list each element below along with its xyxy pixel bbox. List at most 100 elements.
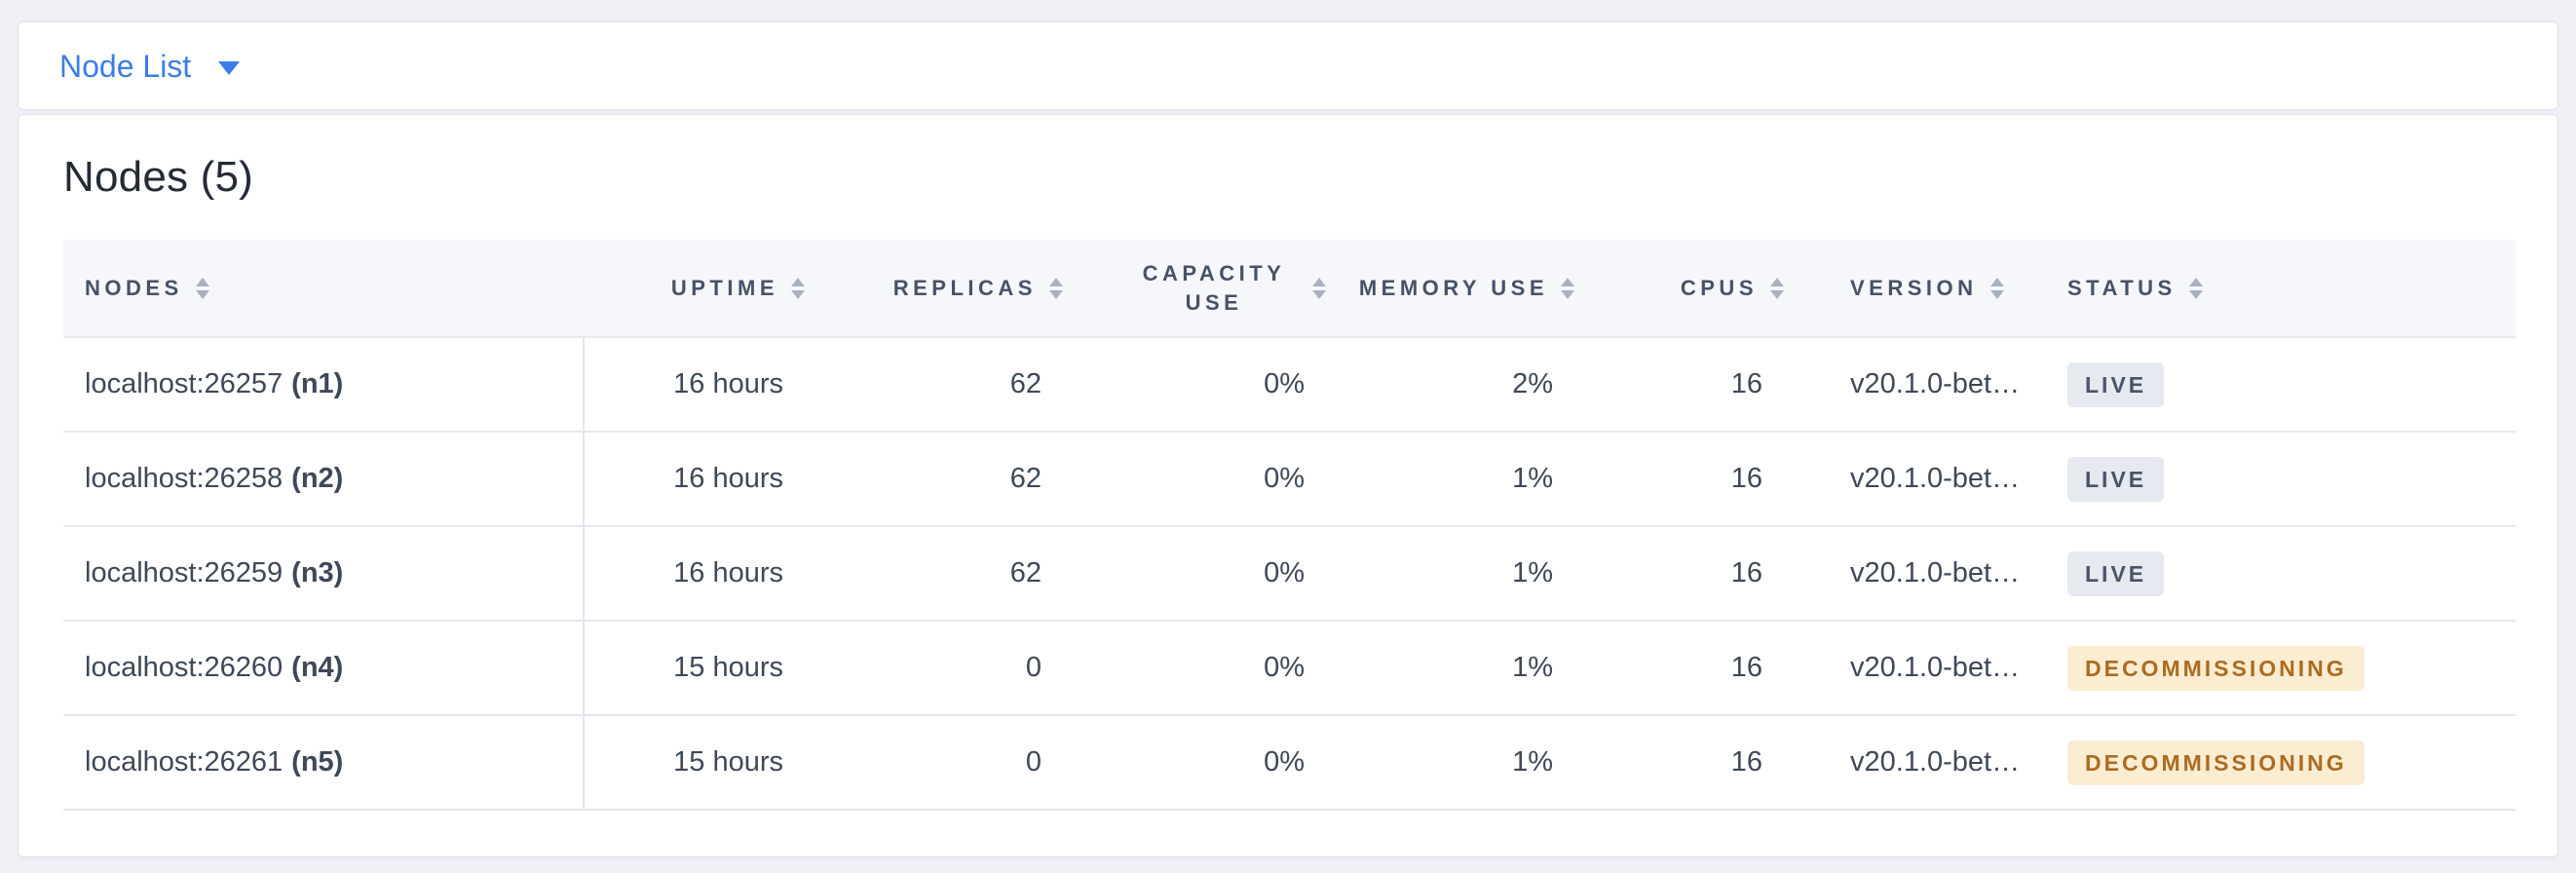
uptime-cell: 15 hours xyxy=(584,715,834,811)
column-header-replicas[interactable]: REPLICAS xyxy=(834,240,1092,338)
node-id: (n1) xyxy=(291,368,344,399)
replicas-cell: 62 xyxy=(834,337,1092,433)
sort-arrows-icon xyxy=(2188,277,2203,299)
sort-down-icon xyxy=(791,289,805,299)
column-header-label: NODES xyxy=(85,275,183,300)
node-address: localhost:26261 xyxy=(85,746,284,778)
capacity-use-cell: 0% xyxy=(1092,432,1355,527)
replicas-cell: 62 xyxy=(834,526,1092,622)
node-id: (n2) xyxy=(291,463,344,494)
node-cell: localhost:26261 (n5) xyxy=(63,715,585,811)
table-body: localhost:26257 (n1) 16 hours 62 0% 2% 16 v20.1… xyxy=(63,337,2516,811)
sort-up-icon xyxy=(1770,277,1784,286)
column-header-uptime[interactable]: UPTIME xyxy=(584,240,834,338)
uptime-cell: 15 hours xyxy=(584,621,834,716)
node-address: localhost:26260 xyxy=(85,652,284,683)
column-header-status[interactable]: STATUS xyxy=(2052,240,2516,338)
sort-arrows-icon xyxy=(1770,277,1784,299)
replicas-cell: 62 xyxy=(834,432,1092,527)
status-badge: LIVE xyxy=(2067,456,2165,502)
version-cell: v20.1.0-bet… xyxy=(1813,621,2052,716)
status-badge: DECOMMISSIONING xyxy=(2067,645,2365,691)
column-header-cpus[interactable]: CPUS xyxy=(1604,240,1813,338)
status-badge: DECOMMISSIONING xyxy=(2067,740,2365,785)
sort-down-icon xyxy=(1049,289,1063,299)
replicas-cell: 0 xyxy=(834,621,1092,716)
sort-down-icon xyxy=(1312,289,1326,299)
page-title: Nodes (5) xyxy=(63,153,253,201)
status-badge: LIVE xyxy=(2067,361,2165,407)
column-header-nodes[interactable]: NODES xyxy=(63,240,584,338)
cpus-cell: 16 xyxy=(1604,715,1813,811)
cpus-cell: 16 xyxy=(1604,526,1813,622)
column-header-label: REPLICAS xyxy=(892,275,1037,300)
memory-use-cell: 1% xyxy=(1355,526,1604,622)
column-header-label: STATUS xyxy=(2067,275,2177,300)
cpus-cell: 16 xyxy=(1604,337,1813,433)
column-header-label: MEMORY USE xyxy=(1358,275,1548,300)
uptime-cell: 16 hours xyxy=(584,432,834,527)
version-cell: v20.1.0-bet… xyxy=(1813,526,2052,622)
table-row: localhost:26258 (n2) 16 hours 62 0% 1% 16 v20.1… xyxy=(63,432,2516,527)
table-row: localhost:26259 (n3) 16 hours 62 0% 1% 16 v20.1… xyxy=(63,526,2516,622)
version-cell: v20.1.0-bet… xyxy=(1813,715,2052,811)
column-header-capacity-use[interactable]: CAPACITY USE xyxy=(1092,240,1355,338)
status-cell: LIVE xyxy=(2052,337,2516,433)
sort-arrows-icon xyxy=(1312,277,1326,299)
node-id: (n5) xyxy=(291,746,344,778)
capacity-use-cell: 0% xyxy=(1092,715,1355,811)
column-header-memory-use[interactable]: MEMORY USE xyxy=(1355,240,1604,338)
sort-up-icon xyxy=(195,277,209,286)
memory-use-cell: 2% xyxy=(1355,337,1604,433)
sort-arrows-icon xyxy=(1561,277,1574,299)
memory-use-cell: 1% xyxy=(1355,621,1604,716)
node-cell: localhost:26258 (n2) xyxy=(63,432,585,527)
table-row: localhost:26260 (n4) 15 hours 0 0% 1% 16 v20.1.… xyxy=(63,621,2516,716)
node-address: localhost:26258 xyxy=(85,463,284,494)
sort-up-icon xyxy=(1049,277,1063,286)
column-header-label: VERSION xyxy=(1850,275,1978,300)
uptime-cell: 16 hours xyxy=(584,526,834,622)
uptime-cell: 16 hours xyxy=(584,337,834,433)
chevron-down-icon xyxy=(218,60,241,75)
cpus-cell: 16 xyxy=(1604,432,1813,527)
node-cell: localhost:26259 (n3) xyxy=(63,526,585,622)
status-cell: DECOMMISSIONING xyxy=(2052,715,2516,811)
capacity-use-cell: 0% xyxy=(1092,621,1355,716)
sort-arrows-icon xyxy=(1989,277,2004,299)
capacity-use-cell: 0% xyxy=(1092,526,1355,622)
table-header-row: NODES UPTIME REPLICAS CAPACITY USE MEMORY US… xyxy=(63,240,2516,338)
table-row: localhost:26257 (n1) 16 hours 62 0% 2% 16 v20.1… xyxy=(63,337,2516,433)
status-cell: LIVE xyxy=(2052,526,2516,622)
status-cell: LIVE xyxy=(2052,432,2516,527)
status-badge: LIVE xyxy=(2067,550,2165,596)
capacity-use-cell: 0% xyxy=(1092,337,1355,433)
view-selector-bar: Node List xyxy=(18,21,2558,110)
column-header-label: UPTIME xyxy=(670,275,778,300)
table-row: localhost:26261 (n5) 15 hours 0 0% 1% 16 v20.1.… xyxy=(63,715,2516,811)
sort-down-icon xyxy=(1561,289,1574,299)
sort-up-icon xyxy=(1561,277,1574,286)
view-selector-label: Node List xyxy=(59,48,192,84)
sort-down-icon xyxy=(2188,289,2203,299)
view-selector-dropdown[interactable]: Node List xyxy=(59,48,241,84)
status-cell: DECOMMISSIONING xyxy=(2052,621,2516,716)
node-address: localhost:26259 xyxy=(85,557,284,588)
column-header-version[interactable]: VERSION xyxy=(1813,240,2052,338)
column-header-label: CPUS xyxy=(1680,275,1758,300)
sort-up-icon xyxy=(791,277,805,286)
sort-arrows-icon xyxy=(791,277,805,299)
sort-up-icon xyxy=(1989,277,2004,286)
replicas-cell: 0 xyxy=(834,715,1092,811)
node-id: (n3) xyxy=(291,557,344,588)
node-cell: localhost:26257 (n1) xyxy=(63,337,585,433)
memory-use-cell: 1% xyxy=(1355,432,1604,527)
column-header-label: CAPACITY USE xyxy=(1142,260,1286,315)
sort-up-icon xyxy=(1312,277,1326,286)
node-cell: localhost:26260 (n4) xyxy=(63,621,585,716)
sort-arrows-icon xyxy=(195,277,209,299)
version-cell: v20.1.0-bet… xyxy=(1813,432,2052,527)
sort-down-icon xyxy=(195,289,209,299)
sort-up-icon xyxy=(2188,277,2203,286)
cpus-cell: 16 xyxy=(1604,621,1813,716)
